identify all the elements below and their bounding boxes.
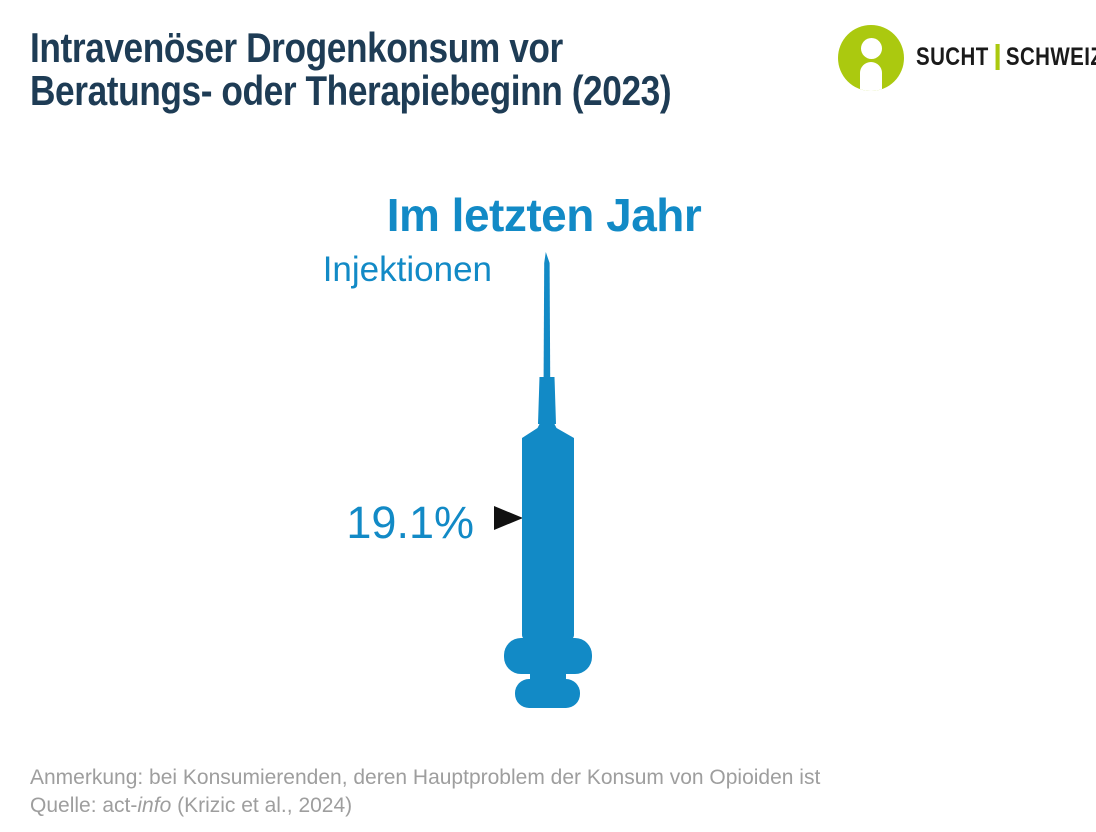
footnote: Anmerkung: bei Konsumierenden, deren Hau… [30,764,820,820]
syringe-icon [504,252,592,708]
person-circle-icon [838,25,904,91]
person-head-shape [860,37,882,59]
pointer-arrow-icon [494,506,523,530]
source-prefix: Quelle: act- [30,794,138,817]
page-title: Intravenöser Drogenkonsum vor Beratungs-… [30,24,672,114]
page-title-line1: Intravenöser Drogenkonsum vor [30,24,563,71]
source-italic: info [137,794,172,817]
category-label: Injektionen [322,250,492,289]
logo-divider-bar [995,44,1000,70]
logo-word-schweiz: SCHWEIZ [1005,42,1096,71]
footnote-note-line: Anmerkung: bei Konsumierenden, deren Hau… [30,766,821,789]
logo-word-sucht: SUCHT [916,42,989,71]
page-title-line2: Beratungs- oder Therapiebeginn (2023) [30,67,672,114]
value-label: 19.1% [346,497,474,548]
person-body-shape [860,62,882,91]
source-suffix: (Krizic et al., 2024) [171,794,353,817]
logo-wordmark: SUCHT SCHWEIZ [916,42,1096,72]
figure-heading: Im letzten Jahr [386,189,702,241]
footnote-source-line: Quelle: act-info (Krizic et al., 2024) [30,792,820,820]
